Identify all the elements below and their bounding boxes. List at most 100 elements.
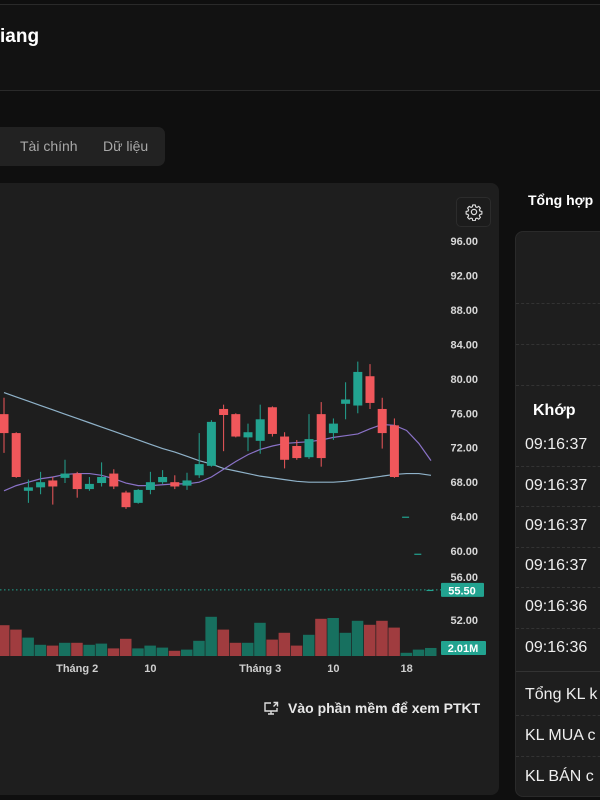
- candle-body: [158, 477, 168, 483]
- divider: [516, 628, 600, 629]
- candle-body: [72, 473, 82, 490]
- candle-body: [304, 439, 314, 458]
- y-tick-label: 76.00: [450, 408, 478, 420]
- page-header: iang: [0, 5, 600, 91]
- y-tick-label: 52.00: [450, 615, 478, 627]
- volume-bar: [193, 640, 205, 656]
- match-header: Khớp: [533, 402, 576, 419]
- tab-bar: Tài chính Dữ liệu: [0, 127, 165, 166]
- tab-finance[interactable]: Tài chính: [20, 138, 78, 154]
- divider: [516, 344, 600, 345]
- candle-body: [353, 371, 363, 406]
- candle-body: [170, 482, 180, 487]
- candle-body: [231, 414, 241, 437]
- candle-body: [292, 446, 302, 459]
- total-volume-label: Tổng KL k: [525, 686, 598, 703]
- candle-body: [60, 473, 70, 478]
- y-tick-label: 92.00: [450, 270, 478, 282]
- candle-body: [426, 589, 434, 592]
- volume-bar: [156, 647, 169, 656]
- open-software-label: Vào phần mềm để xem PTKT: [288, 700, 481, 716]
- volume-bar: [303, 634, 315, 656]
- last-volume-label: 2.01M: [448, 643, 479, 655]
- volume-bar: [315, 618, 327, 656]
- divider: [516, 756, 600, 757]
- x-tick-label: 18: [400, 663, 412, 675]
- volume-bar: [59, 642, 71, 656]
- candle-body: [341, 399, 351, 404]
- x-tick-label: 10: [144, 663, 156, 675]
- volume-bar: [400, 652, 413, 656]
- y-tick-label: 60.00: [450, 546, 478, 558]
- candle-body: [377, 408, 387, 434]
- candle-body: [219, 408, 229, 415]
- external-monitor-icon: [264, 701, 279, 715]
- candle-body: [84, 483, 94, 490]
- tab-data[interactable]: Dữ liệu: [103, 138, 149, 154]
- divider: [516, 303, 600, 304]
- volume-bar: [229, 642, 242, 656]
- x-tick-label: Tháng 2: [56, 663, 98, 675]
- y-tick-label: 96.00: [450, 236, 478, 248]
- candle-body: [97, 477, 107, 484]
- chart-settings-button[interactable]: [456, 197, 491, 227]
- volume-bar: [242, 642, 254, 656]
- candle-body: [365, 376, 375, 403]
- volume-bar: [205, 616, 217, 656]
- candlestick-chart[interactable]: 96.00 92.00 88.00 84.00 80.00 76.00 72.00 68.00…: [0, 183, 499, 683]
- candle-body: [0, 414, 9, 434]
- candle-body: [402, 516, 410, 518]
- volume-bar: [290, 645, 303, 656]
- last-price-label: 55.50: [448, 585, 476, 597]
- volume-bar: [266, 639, 278, 656]
- match-time: 09:16:37: [525, 477, 588, 494]
- gear-icon: [465, 204, 482, 221]
- y-tick-label: 80.00: [450, 374, 478, 386]
- summary-tab[interactable]: Tổng hợp: [528, 192, 594, 208]
- match-time: 09:16:36: [525, 639, 588, 656]
- volume-bar: [364, 624, 376, 656]
- stock-title: iang: [0, 26, 40, 47]
- last-price-badge: [441, 582, 484, 597]
- open-software-link[interactable]: Vào phần mềm để xem PTKT: [263, 700, 480, 716]
- candle-body: [11, 433, 21, 478]
- volume-bar: [412, 649, 425, 656]
- volume-bar: [10, 629, 22, 656]
- candle-body: [255, 419, 265, 441]
- candle-body: [328, 423, 338, 434]
- chart-card: [0, 183, 499, 795]
- volume-bar: [107, 648, 120, 656]
- top-divider: [0, 4, 600, 5]
- volume-bar: [46, 645, 59, 656]
- divider: [516, 506, 600, 507]
- y-tick-label: 72.00: [450, 443, 478, 455]
- match-time: 09:16:37: [525, 436, 588, 453]
- divider: [516, 587, 600, 588]
- volume-bar: [132, 648, 144, 656]
- candle-body: [48, 480, 58, 487]
- divider: [516, 671, 600, 672]
- candle-body: [414, 553, 422, 555]
- x-tick-label: 10: [327, 663, 339, 675]
- candle-body: [145, 482, 155, 490]
- volume-bar: [181, 649, 193, 656]
- x-tick-label: Tháng 3: [239, 663, 281, 675]
- candle-body: [194, 464, 204, 476]
- volume-bar: [217, 629, 230, 656]
- ma-fast-line: [3, 423, 432, 492]
- sell-volume-label: KL BÁN c: [525, 768, 594, 785]
- candle-body: [109, 473, 119, 487]
- divider: [516, 466, 600, 467]
- summary-panel: Khớp 09:16:37 09:16:37 09:16:37 09:16:37…: [515, 231, 600, 797]
- candle-body: [23, 487, 33, 491]
- volume-bar: [95, 643, 108, 656]
- volume-bar: [254, 622, 266, 656]
- match-time: 09:16:37: [525, 517, 588, 534]
- candle-body: [206, 421, 216, 466]
- volume-bar: [327, 618, 339, 656]
- y-tick-label: 56.00: [450, 572, 478, 584]
- candle-body: [280, 436, 290, 460]
- buy-volume-label: KL MUA c: [525, 727, 596, 744]
- y-tick-label: 88.00: [450, 305, 478, 317]
- volume-bar: [144, 645, 156, 656]
